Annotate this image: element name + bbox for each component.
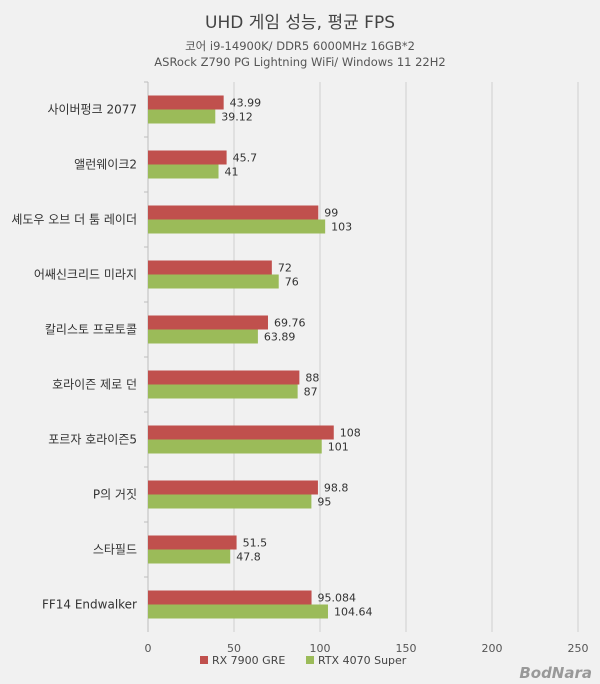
category-label: FF14 Endwalker [42,598,137,612]
data-label: 99 [324,207,338,220]
chart-subtitle-line-2: ASRock Z790 PG Lightning WiFi/ Windows 1… [154,55,445,69]
data-label: 88 [305,372,319,385]
bar-series-2 [148,549,231,564]
bar-series-1 [148,480,318,495]
data-label: 69.76 [274,317,306,330]
bar-series-1 [148,590,312,605]
category-label: 셰도우 오브 더 툼 레이더 [11,213,137,227]
bar-series-2 [148,219,326,234]
bar-series-1 [148,260,272,275]
legend-swatch [306,656,314,664]
data-label: 51.5 [243,537,268,550]
data-label: 98.8 [324,482,349,495]
legend-label: RTX 4070 Super [318,654,407,667]
data-label: 108 [340,427,361,440]
bar-series-2 [148,604,328,619]
x-tick-label: 0 [145,642,152,655]
bar-series-1 [148,535,237,550]
category-label: 사이버펑크 2077 [47,103,137,117]
category-label: 앨런웨이크2 [74,158,137,172]
bar-series-2 [148,494,312,509]
data-label: 41 [225,166,239,179]
bar-series-2 [148,439,322,454]
x-axis-ticks: 0 50 100 150 200 250 [145,642,589,655]
data-label: 101 [328,441,349,454]
category-label: 스타필드 [93,543,137,557]
watermark: BodNara [519,664,592,682]
data-label: 43.99 [230,97,261,110]
bar-series-2 [148,109,216,124]
x-tick-label: 200 [482,642,503,655]
x-tick-label: 50 [227,642,241,655]
data-label: 104.64 [334,606,373,619]
category-label: 칼리스토 프로토콜 [45,323,137,337]
chart-title: UHD 게임 성능, 평균 FPS [205,13,395,33]
chart-subtitle-line-1: 코어 i9-14900K/ DDR5 6000MHz 16GB*2 [185,39,415,53]
data-label: 45.7 [233,152,258,165]
bar-series-1 [148,95,224,110]
x-tick-label: 100 [310,642,331,655]
x-tick-label: 250 [568,642,589,655]
bar-series-1 [148,205,319,220]
data-label: 76 [285,276,299,289]
bar-series-1 [148,370,300,385]
bar-series-2 [148,384,298,399]
legend-swatch [200,656,208,664]
data-label: 95 [317,496,331,509]
bar-series-2 [148,329,258,344]
legend: RX 7900 GRE RTX 4070 Super [200,654,407,667]
data-label: 72 [278,262,292,275]
bar-series-1 [148,425,334,440]
data-label: 47.8 [236,551,261,564]
category-label: 어쌔신크리드 미라지 [34,268,137,282]
bar-series-1 [148,315,268,330]
bar-series-1 [148,150,227,165]
category-label: P의 거짓 [93,488,137,502]
bar-series-2 [148,164,219,179]
bar-series-2 [148,274,279,289]
data-label: 103 [331,221,352,234]
data-label: 87 [304,386,318,399]
data-label: 63.89 [264,331,296,344]
category-label: 호라이즌 제로 던 [52,378,137,392]
category-label: 포르자 호라이즌5 [48,433,137,447]
data-label: 95.084 [318,592,357,605]
data-label: 39.12 [221,111,253,124]
legend-label: RX 7900 GRE [212,654,285,667]
x-tick-label: 150 [396,642,417,655]
